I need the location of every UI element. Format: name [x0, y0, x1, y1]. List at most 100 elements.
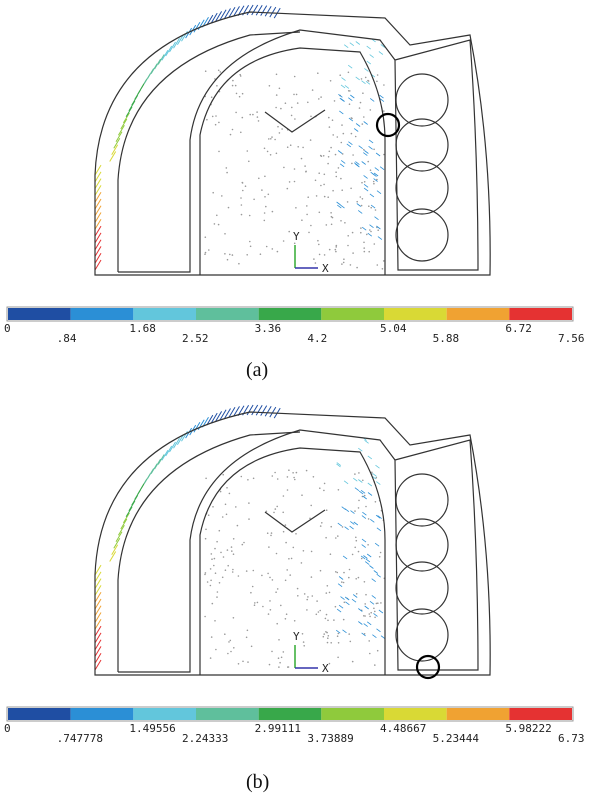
vector-arrow [109, 151, 117, 162]
caption: (a) [246, 359, 268, 381]
node-dot [286, 489, 289, 491]
vector-arrow [378, 51, 384, 55]
node-dot [323, 173, 326, 176]
vector-arrow [375, 464, 380, 469]
node-dot [377, 229, 380, 231]
node-dot [275, 73, 278, 76]
node-dot [206, 118, 208, 121]
colorbar-band [70, 708, 134, 720]
node-dot [209, 584, 212, 587]
vector-arrow [357, 210, 363, 214]
vector-arrow [374, 167, 380, 171]
vector-arrow [111, 144, 119, 156]
vector-arrow [219, 9, 227, 21]
node-dot [318, 253, 321, 256]
node-dot [350, 132, 353, 135]
node-dot [216, 540, 218, 543]
node-dot [348, 568, 351, 571]
node-dot [364, 615, 366, 617]
vector-arrow [376, 573, 381, 578]
node-dot [234, 84, 237, 87]
node-dot [263, 147, 266, 150]
node-dot [208, 249, 210, 251]
node-dot [354, 473, 356, 475]
vector-arrow [377, 236, 383, 240]
node-dot [363, 581, 366, 583]
node-dot [252, 477, 255, 480]
node-dot [374, 501, 377, 503]
node-dot [283, 166, 285, 169]
node-dot [379, 551, 382, 554]
vector-arrow [94, 578, 102, 589]
node-dot [229, 133, 232, 136]
node-dot [302, 146, 304, 149]
node-dot [362, 92, 364, 94]
node-dot [363, 148, 365, 151]
node-dot [245, 570, 248, 572]
node-dot [347, 244, 349, 247]
vector-arrow [343, 44, 349, 49]
node-dot [321, 522, 323, 524]
vector-arrow [348, 97, 353, 102]
node-dot [276, 250, 279, 253]
node-dot [277, 125, 279, 128]
node-dot [365, 593, 367, 596]
node-dot [309, 139, 312, 141]
node-dot [301, 494, 303, 496]
node-dot [259, 253, 262, 255]
node-dot [232, 553, 235, 555]
vector-arrow [350, 521, 355, 525]
vector-arrow [363, 121, 368, 125]
node-dot [317, 239, 319, 242]
vector-arrow [94, 246, 102, 257]
node-dot [349, 640, 352, 643]
node-dot [252, 569, 255, 572]
vector-arrow [125, 506, 133, 518]
vector-arrow [340, 596, 345, 600]
colorbar-band [321, 308, 384, 320]
vector-arrow [342, 629, 347, 634]
node-dot [230, 546, 233, 548]
node-dot [274, 471, 276, 474]
node-dot [360, 78, 363, 80]
node-dot [327, 635, 330, 637]
node-dot [204, 253, 206, 255]
node-dot [286, 146, 289, 148]
vector-arrow [377, 515, 382, 519]
node-dot [276, 505, 279, 508]
vector-arrow [94, 198, 102, 210]
node-dot [373, 243, 376, 245]
node-dot [222, 473, 224, 476]
vector-arrow [360, 489, 366, 494]
node-dot [372, 180, 375, 183]
node-dot [271, 579, 274, 581]
node-dot [280, 107, 282, 110]
node-dot [368, 205, 370, 207]
legend-label: 0 [4, 322, 11, 335]
node-dot [361, 198, 364, 200]
vector-arrow [94, 178, 102, 189]
vector-arrow [358, 490, 364, 495]
node-dot [263, 219, 266, 222]
node-dot [311, 595, 314, 597]
node-dot [310, 504, 313, 507]
node-dot [360, 231, 362, 234]
node-dot [325, 536, 327, 539]
vector-arrow [94, 605, 102, 617]
node-dot [351, 162, 353, 165]
node-dot [221, 516, 224, 518]
vector-arrow [215, 11, 223, 22]
vector-arrow [336, 608, 342, 613]
node-dot [337, 167, 340, 169]
node-dot [302, 641, 305, 643]
node-dot [267, 572, 269, 575]
node-dot [342, 132, 345, 135]
vector-arrow [363, 555, 368, 559]
triad-y-label: Y [293, 230, 300, 243]
node-dot [323, 482, 326, 485]
vector-arrow [373, 178, 378, 182]
vector-arrow [224, 408, 231, 419]
node-dot [235, 111, 237, 114]
node-dot [341, 526, 344, 528]
colorbar-band [70, 308, 134, 320]
